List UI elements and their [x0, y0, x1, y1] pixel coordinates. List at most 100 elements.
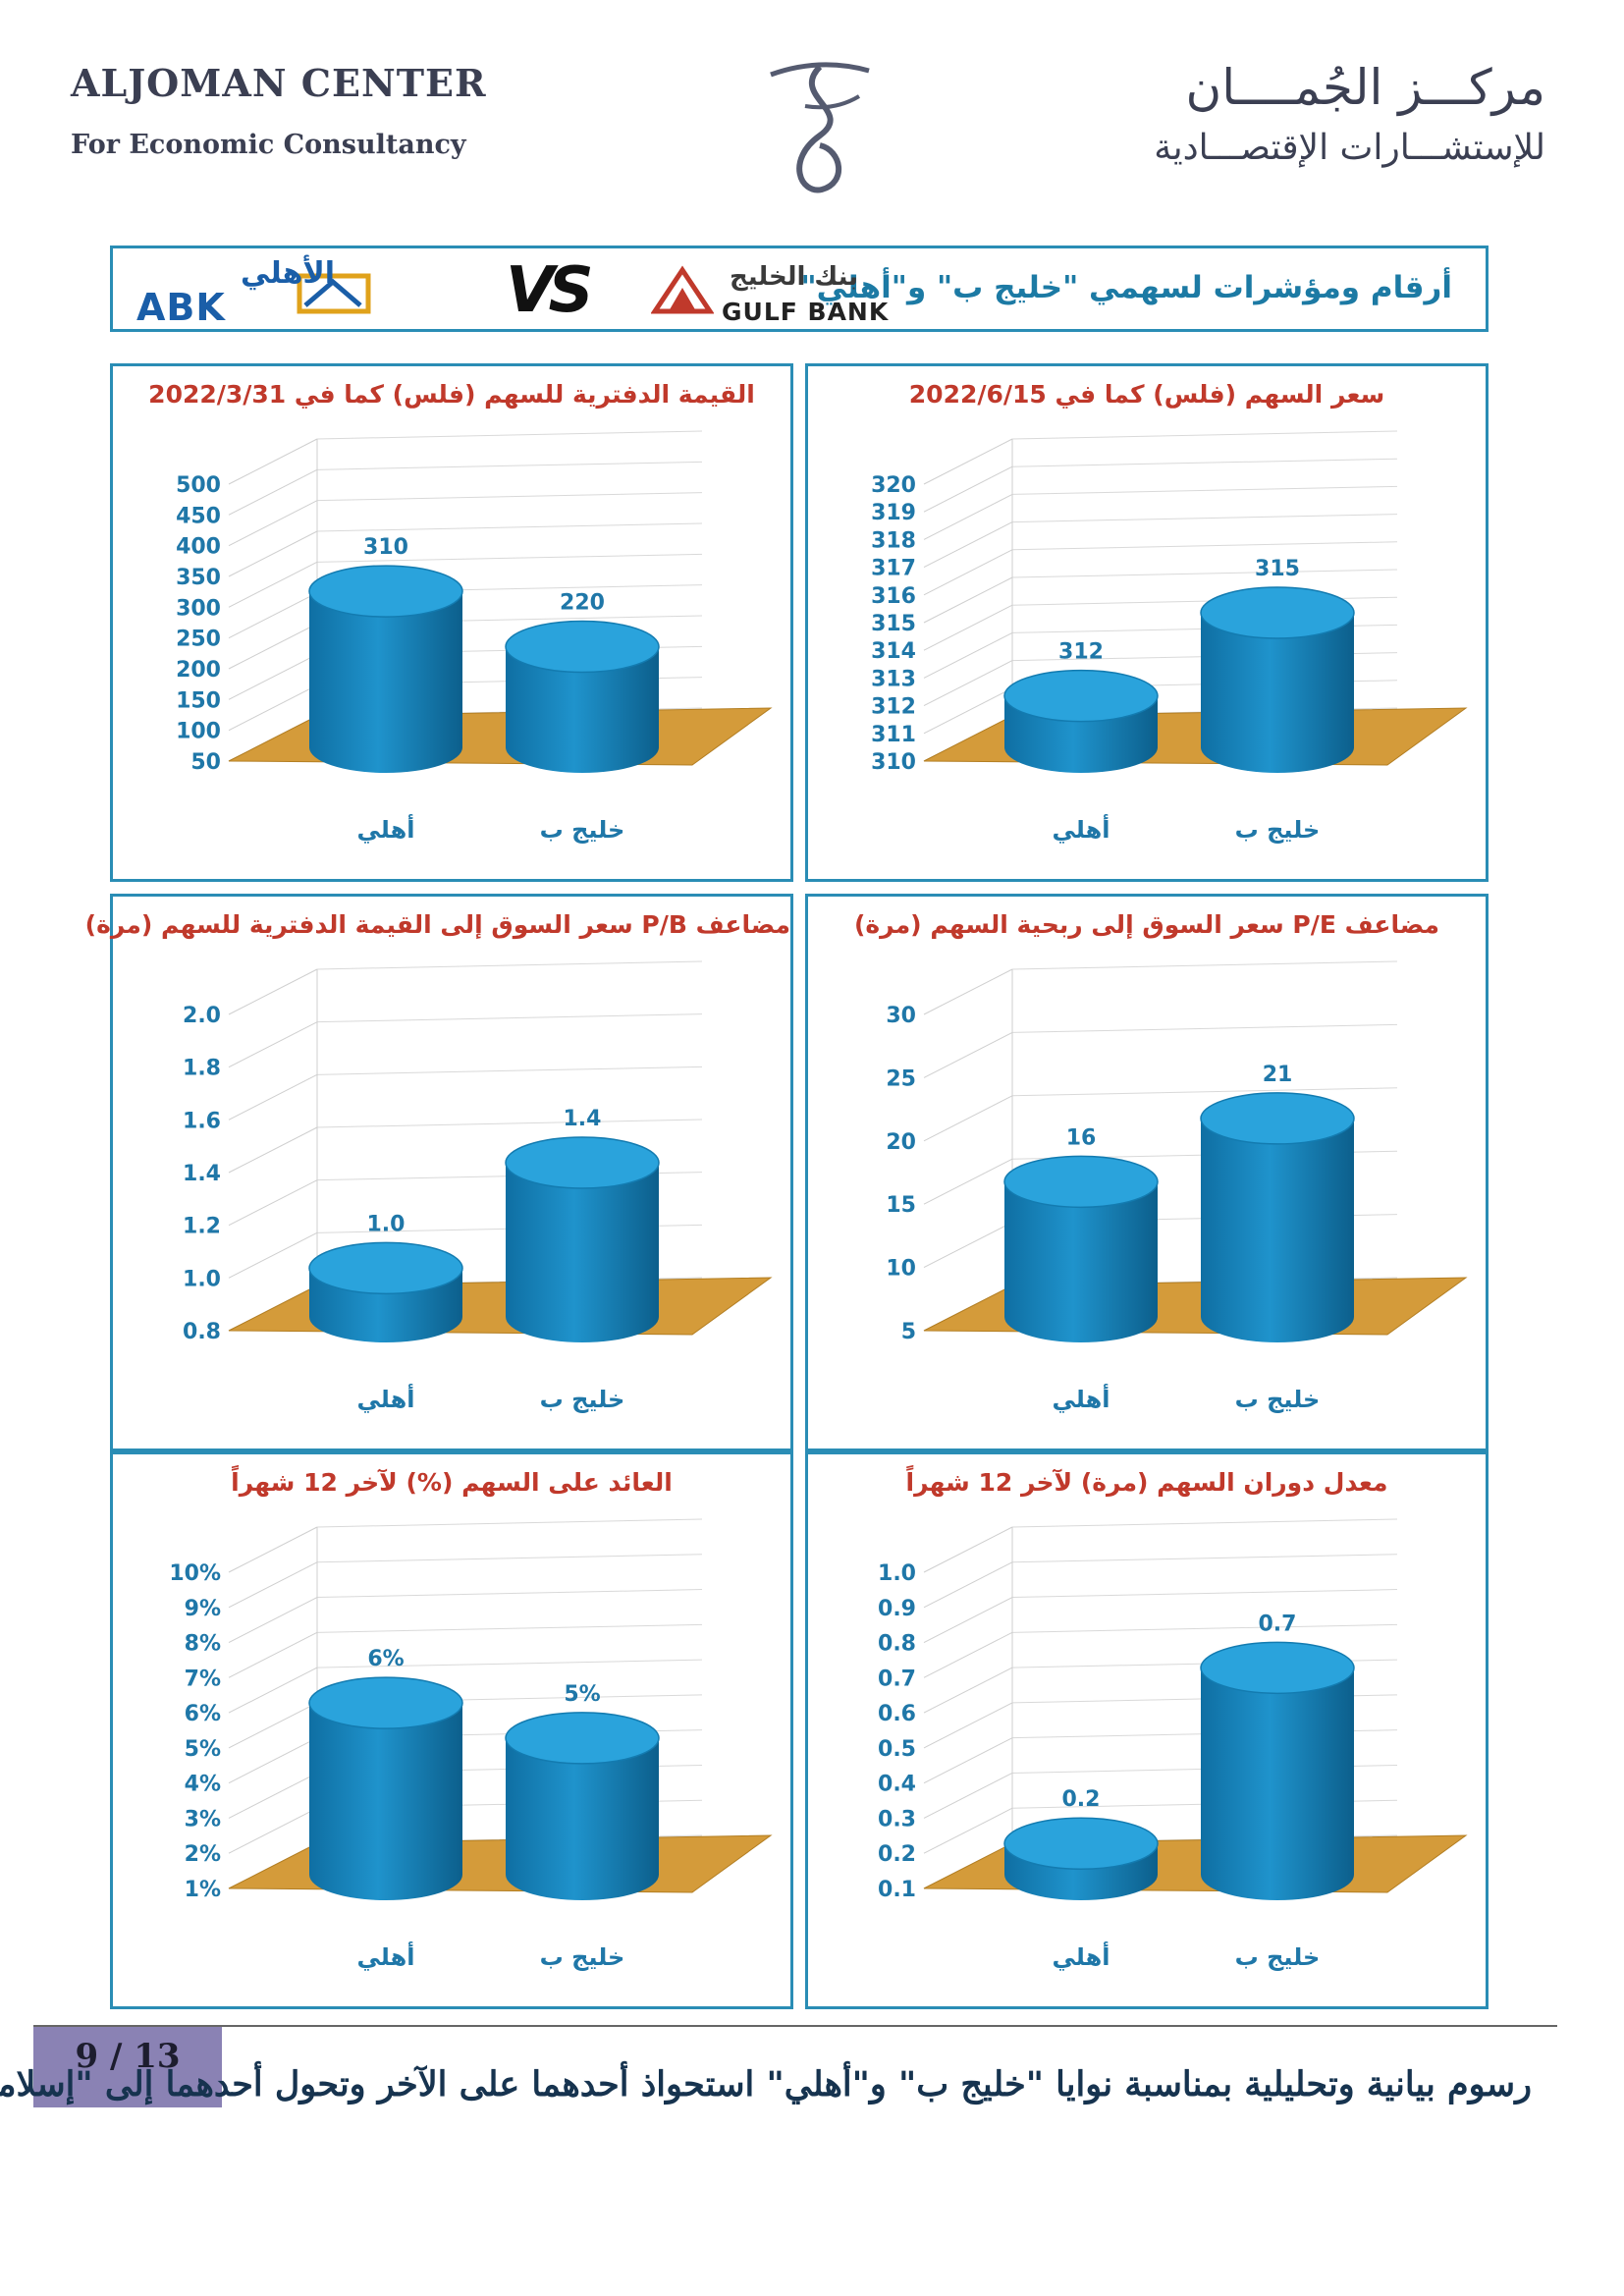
- footer-divider: [33, 2025, 1557, 2027]
- gridline: [228, 1526, 318, 1573]
- bar-cylinder-top: [1200, 1641, 1355, 1695]
- x-tick-label: خليج ب: [540, 1943, 625, 1971]
- y-tick-label: 319: [871, 501, 916, 525]
- gridline: [228, 1702, 318, 1749]
- gridline: [923, 1158, 1013, 1205]
- y-tick-label: 9%: [185, 1597, 221, 1621]
- gulf-bank-logo-icon: [651, 265, 714, 314]
- gridline: [923, 631, 1013, 679]
- bar-cylinder-top: [505, 620, 660, 674]
- gridline: [923, 1702, 1013, 1749]
- y-tick-label: 2%: [185, 1842, 221, 1867]
- company-subtitle-ar: للإستشـــارات الإقتصـــادية: [1154, 128, 1545, 168]
- bar-cylinder: [1201, 1118, 1354, 1342]
- page-number: 9 / 13: [33, 2027, 222, 2107]
- gridline: [228, 468, 318, 516]
- y-tick-label: 7%: [185, 1667, 221, 1691]
- chart-panel-pb-ratio: مضاعف P/B سعر السوق إلى القيمة الدفترية …: [84, 894, 793, 1451]
- gridline: [923, 660, 1013, 707]
- y-tick-label: 311: [871, 723, 916, 747]
- y-tick-label: 4%: [185, 1773, 221, 1797]
- chart-pe-ratio: 5 10 15 20 25 30 16 أهلي 21 خليج ب: [886, 960, 1468, 1413]
- y-tick-label: 0.2: [878, 1842, 916, 1867]
- gridline: [1011, 1623, 1398, 1633]
- chart-book-value: 50 100 150 200 250 300 350 400 450 500 310 أهلي 220 خ…: [176, 430, 773, 844]
- gridline: [1011, 960, 1398, 970]
- y-tick-label: 0.1: [878, 1878, 916, 1902]
- y-tick-label: 0.7: [878, 1667, 916, 1691]
- x-tick-label: أهلي: [1053, 1384, 1110, 1413]
- y-tick-label: 450: [176, 504, 221, 528]
- bar-cylinder: [506, 1737, 659, 1900]
- gridline: [316, 1066, 703, 1075]
- gridline: [228, 1179, 318, 1227]
- y-tick-label: 500: [176, 473, 221, 498]
- gridline: [228, 1807, 318, 1854]
- comparison-banner: أرقام ومؤشرات لسهمي "خليج ب" و"أهلي" بنك…: [110, 246, 1489, 332]
- gridline: [923, 549, 1013, 596]
- aljoman-logo: [770, 62, 870, 193]
- abk-name-en: ABK: [136, 286, 226, 329]
- chart-title: مضاعف P/B سعر السوق إلى القيمة الدفترية …: [84, 910, 790, 939]
- chart-title: معدل دوران السهم (مرة) لآخر 12 شهراً: [905, 1468, 1388, 1497]
- gridline: [316, 1554, 703, 1563]
- footer-caption: رسوم بيانية وتحليلية بمناسبة نوايا "خليج…: [0, 2064, 1532, 2105]
- gridline: [923, 1095, 1013, 1142]
- y-tick-label: 310: [871, 750, 916, 775]
- gridline: [228, 623, 318, 670]
- bar-cylinder: [1201, 613, 1354, 773]
- data-label: 1.0: [367, 1212, 406, 1236]
- y-tick-label: 0.5: [878, 1737, 916, 1762]
- chart-return: 1% 2% 3% 4% 5% 6% 7% 8% 9% 10% 6% أهلي 5% خليج ب: [169, 1518, 773, 1971]
- chart-panel-pe-ratio: مضاعف P/E سعر السوق إلى ربحية السهم (مرة…: [805, 894, 1489, 1451]
- x-tick-label: أهلي: [357, 1941, 415, 1971]
- gridline: [316, 960, 703, 970]
- gridline: [228, 1561, 318, 1609]
- x-tick-label: أهلي: [357, 1384, 415, 1413]
- gridline: [1011, 514, 1398, 523]
- data-label: 6%: [367, 1647, 404, 1671]
- y-tick-label: 1.0: [183, 1267, 221, 1291]
- chart-title: القيمة الدفترية للسهم (فلس) كما في 2022/…: [148, 380, 755, 409]
- x-tick-label: خليج ب: [540, 1386, 625, 1413]
- bar-cylinder: [309, 1703, 462, 1900]
- data-label: 220: [560, 590, 605, 615]
- y-tick-label: 0.8: [183, 1320, 221, 1344]
- y-tick-label: 1.6: [183, 1109, 221, 1133]
- y-tick-label: 1.2: [183, 1215, 221, 1239]
- x-tick-label: أهلي: [1053, 1941, 1110, 1971]
- gridline: [316, 430, 703, 440]
- gridline: [923, 465, 1013, 513]
- y-tick-label: 313: [871, 667, 916, 691]
- gridline: [228, 1772, 318, 1819]
- gridline: [923, 1031, 1013, 1078]
- bar-cylinder-top: [505, 1136, 660, 1189]
- chart-turnover: 0.1 0.2 0.3 0.4 0.5 0.6 0.7 0.8 0.9 1.0 0.2 أهلي 0.7…: [878, 1518, 1468, 1971]
- y-tick-label: 320: [871, 473, 916, 498]
- bar-cylinder: [309, 591, 462, 773]
- gridline: [923, 1772, 1013, 1819]
- gulf-bank-name-en: GULF BANK: [722, 298, 890, 326]
- gridline: [316, 1518, 703, 1528]
- y-tick-label: 8%: [185, 1632, 221, 1657]
- gridline: [228, 530, 318, 577]
- y-tick-label: 0.4: [878, 1773, 916, 1797]
- gridline: [316, 461, 703, 470]
- gridline: [228, 653, 318, 700]
- y-tick-label: 317: [871, 557, 916, 581]
- gridline: [1011, 1087, 1398, 1097]
- gridline: [316, 1119, 703, 1128]
- gridline: [316, 1623, 703, 1633]
- data-label: 21: [1263, 1063, 1293, 1087]
- x-tick-label: خليج ب: [540, 816, 625, 844]
- y-tick-label: 316: [871, 584, 916, 609]
- y-tick-label: 5: [901, 1320, 916, 1344]
- abk-logo-icon: [297, 273, 371, 314]
- gridline: [228, 438, 318, 485]
- y-tick-label: 50: [190, 750, 221, 775]
- bar-cylinder-top: [1200, 1092, 1355, 1145]
- company-subtitle-en: For Economic Consultancy: [71, 130, 466, 160]
- gridline: [228, 500, 318, 547]
- company-name-en: ALJOMAN CENTER: [71, 61, 487, 105]
- gridline: [316, 1659, 703, 1668]
